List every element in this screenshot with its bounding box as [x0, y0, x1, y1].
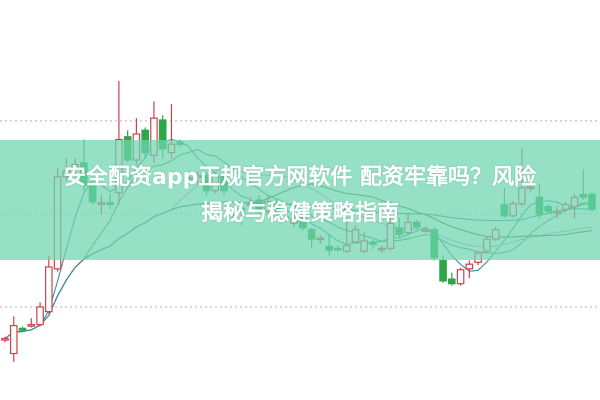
- candle-up: [9, 316, 18, 362]
- candle-up: [45, 255, 53, 314]
- candle-up: [1, 336, 9, 343]
- title-line-1: 安全配资app正规官方网软件 配资牢靠吗？风险: [63, 165, 536, 190]
- article-title: 安全配资app正规官方网软件 配资牢靠吗？风险 揭秘与稳健策略指南: [0, 160, 600, 232]
- candle-down: [439, 255, 447, 283]
- candle-up: [36, 302, 44, 327]
- candle-body: [465, 263, 474, 270]
- candle-body: [27, 324, 36, 327]
- candle-body: [1, 338, 9, 341]
- candle-down: [18, 326, 27, 333]
- candle-body: [456, 269, 465, 285]
- candle-body: [448, 278, 456, 285]
- candle-up: [465, 260, 474, 279]
- candle-body: [9, 324, 18, 355]
- candle-up: [456, 267, 465, 286]
- candle-body: [439, 259, 447, 282]
- candle-down: [448, 272, 456, 286]
- candle-up: [27, 318, 36, 328]
- candle-body: [18, 327, 27, 331]
- candle-body: [36, 306, 44, 326]
- candle-body: [45, 266, 53, 313]
- title-banner: [0, 140, 600, 260]
- title-line-2: 揭秘与稳健策略指南: [200, 201, 399, 226]
